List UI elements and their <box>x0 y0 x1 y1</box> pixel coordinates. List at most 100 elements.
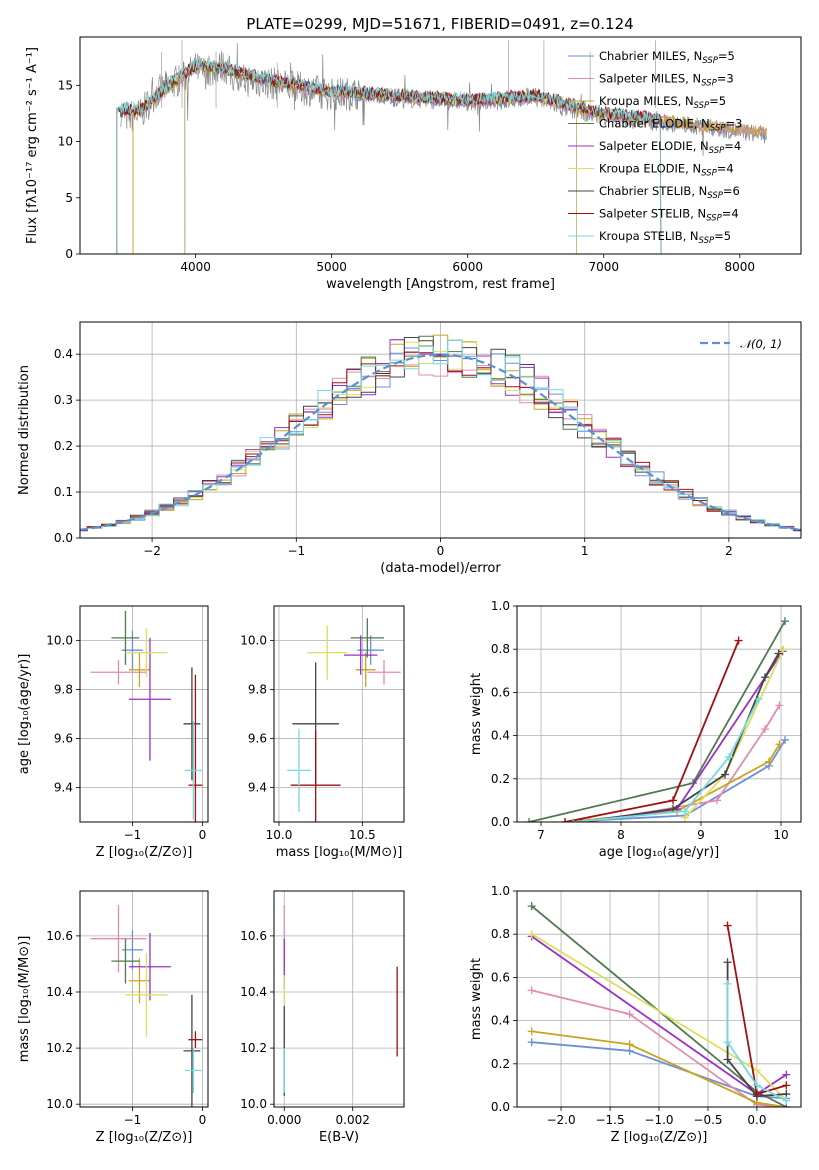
mass_weight_vs_age-axes: 7 8 9 10 0.0 0.2 0.4 0.6 0.8 1.0 age [log₁₀(age/yr… <box>469 599 802 860</box>
weight-marker <box>669 796 677 805</box>
weight-marker <box>625 1040 634 1049</box>
x-tick-label: −1 <box>124 828 142 842</box>
y-tick-label: 15 <box>58 78 73 92</box>
weight-marker <box>781 735 789 744</box>
y-tick-label: 10.2 <box>240 1041 267 1055</box>
axes-frame <box>516 890 802 1108</box>
legend-subscript: SSP <box>710 124 726 134</box>
x-tick-label: 0.000 <box>267 1113 301 1127</box>
y-tick-label: 0.4 <box>491 729 510 743</box>
y-tick-label: 10.4 <box>240 985 267 999</box>
y-tick-label: 1.0 <box>491 884 510 898</box>
legend-subscript: SSP <box>706 214 722 224</box>
x-tick-label: 6000 <box>452 260 483 274</box>
x-tick-label: 7000 <box>588 260 619 274</box>
legend-subscript: SSP <box>701 79 717 89</box>
x-axis-label: Z [log₁₀(Z/Z⊙)] <box>611 1130 708 1145</box>
y-tick-label: 0.3 <box>54 393 73 407</box>
weight-marker <box>775 740 784 749</box>
weight-marker <box>782 1081 791 1090</box>
y-tick-label: 0.1 <box>54 485 73 499</box>
axes-frame <box>273 890 405 1108</box>
axes-frame <box>79 605 209 823</box>
x-tick-label: −0.5 <box>693 1113 722 1127</box>
x-tick-label: 8000 <box>725 260 756 274</box>
legend-subscript: SSP <box>702 56 718 66</box>
y-tick-label: 0.8 <box>491 927 510 941</box>
x-axis-label: age [log₁₀(age/yr)] <box>599 845 720 860</box>
legend-entry: Kroupa MILES, NSSP=5 <box>599 94 726 111</box>
weight-line <box>726 983 787 1102</box>
mass_weight_vs_Z-lines <box>527 902 791 1107</box>
normal-curve <box>80 353 801 531</box>
weight-marker <box>725 753 733 762</box>
mass_vs_EBV-axes: 0.000 0.002 10.0 10.2 10.4 10.6 E(B-V) <box>240 890 405 1145</box>
y-axis-label: mass weight <box>469 958 484 1040</box>
weight-line <box>588 704 781 822</box>
y-axis-label: Flux [fλ10⁻¹⁷ erg cm⁻² s⁻¹ A⁻¹] <box>25 47 40 244</box>
weight-marker <box>527 1038 536 1047</box>
figure-title: PLATE=0299, MJD=51671, FIBERID=0491, z=0… <box>246 15 633 33</box>
y-tick-label: 0.2 <box>491 1057 510 1071</box>
y-tick-label: 0.4 <box>54 347 73 361</box>
y-tick-label: 10.4 <box>46 985 73 999</box>
histogram-kroupa-stelib <box>80 339 801 530</box>
mass_weight_vs_Z-axes: −2.0 −1.5 −1.0 −0.5 0.0 0.0 0.2 0.4 0.6 0.8 1.0 Z [… <box>469 884 802 1145</box>
y-tick-label: 1.0 <box>491 599 510 613</box>
legend-name: Chabrier ELODIE, N <box>599 117 710 131</box>
y-tick-label: 9.4 <box>248 781 267 795</box>
legend-entry: Kroupa ELODIE, NSSP=4 <box>599 162 734 179</box>
legend-ssp: =3 <box>725 117 742 131</box>
y-tick-label: 10.6 <box>240 929 267 943</box>
legend-ssp: =4 <box>722 207 739 221</box>
y-tick-label: 0.6 <box>491 685 510 699</box>
weight-marker <box>752 1090 761 1099</box>
x-tick-label: −1 <box>287 544 305 558</box>
x-tick-label: −1.5 <box>595 1113 624 1127</box>
y-tick-label: 10.0 <box>240 1097 267 1111</box>
legend-subscript: SSP <box>694 101 710 111</box>
y-tick-label: 10 <box>58 135 73 149</box>
x-tick-label: −1.0 <box>644 1113 673 1127</box>
x-tick-label: 0 <box>199 828 207 842</box>
x-tick-label: 0 <box>437 544 445 558</box>
legend-entry: Kroupa STELIB, NSSP=5 <box>599 229 731 246</box>
weight-marker <box>723 1038 732 1047</box>
axes-frame <box>79 36 802 255</box>
x-tick-label: 2 <box>725 544 733 558</box>
legend-name: Salpeter ELODIE, N <box>599 139 709 153</box>
histograms <box>80 334 801 532</box>
legend-ssp: =5 <box>709 94 726 108</box>
y-tick-label: 9.6 <box>248 732 267 746</box>
weight-marker <box>775 701 784 710</box>
legend-entry: Salpeter STELIB, NSSP=4 <box>599 207 739 224</box>
weight-marker <box>765 757 773 766</box>
legend-entry: 𝒩(0, 1) <box>740 337 782 351</box>
y-axis-label: age [log₁₀(age/yr)] <box>17 654 32 775</box>
model-spectrum-line <box>116 59 662 254</box>
y-tick-label: 0 <box>65 247 73 261</box>
weight-marker <box>723 921 732 930</box>
y-tick-label: 0.6 <box>491 970 510 984</box>
legend-name: Kroupa MILES, N <box>599 94 694 108</box>
x-tick-label: 7 <box>537 828 545 842</box>
legend-entry: Chabrier STELIB, NSSP=6 <box>599 184 740 201</box>
weight-marker <box>527 902 536 911</box>
y-tick-label: 5 <box>65 191 73 205</box>
weight-line <box>531 1030 787 1107</box>
axes-frame <box>516 605 802 823</box>
legend-name: Kroupa ELODIE, N <box>599 162 701 176</box>
y-tick-label: 10.2 <box>46 1041 73 1055</box>
legend-entry: Chabrier ELODIE, NSSP=3 <box>599 117 742 134</box>
legend-name: Salpeter MILES, N <box>599 72 701 86</box>
legend-ssp: =5 <box>714 229 731 243</box>
legend-name: Kroupa STELIB, N <box>599 229 699 243</box>
mass_weight_vs_age-lines <box>525 617 789 822</box>
x-tick-label: 9 <box>697 828 705 842</box>
y-tick-label: 10.0 <box>240 633 267 647</box>
weight-line <box>531 989 787 1107</box>
spectrum-axes: 4000 5000 6000 7000 8000 0 5 10 15 wavelength [An… <box>25 36 802 292</box>
y-tick-label: 9.8 <box>54 682 73 696</box>
y-tick-label: 9.6 <box>54 732 73 746</box>
